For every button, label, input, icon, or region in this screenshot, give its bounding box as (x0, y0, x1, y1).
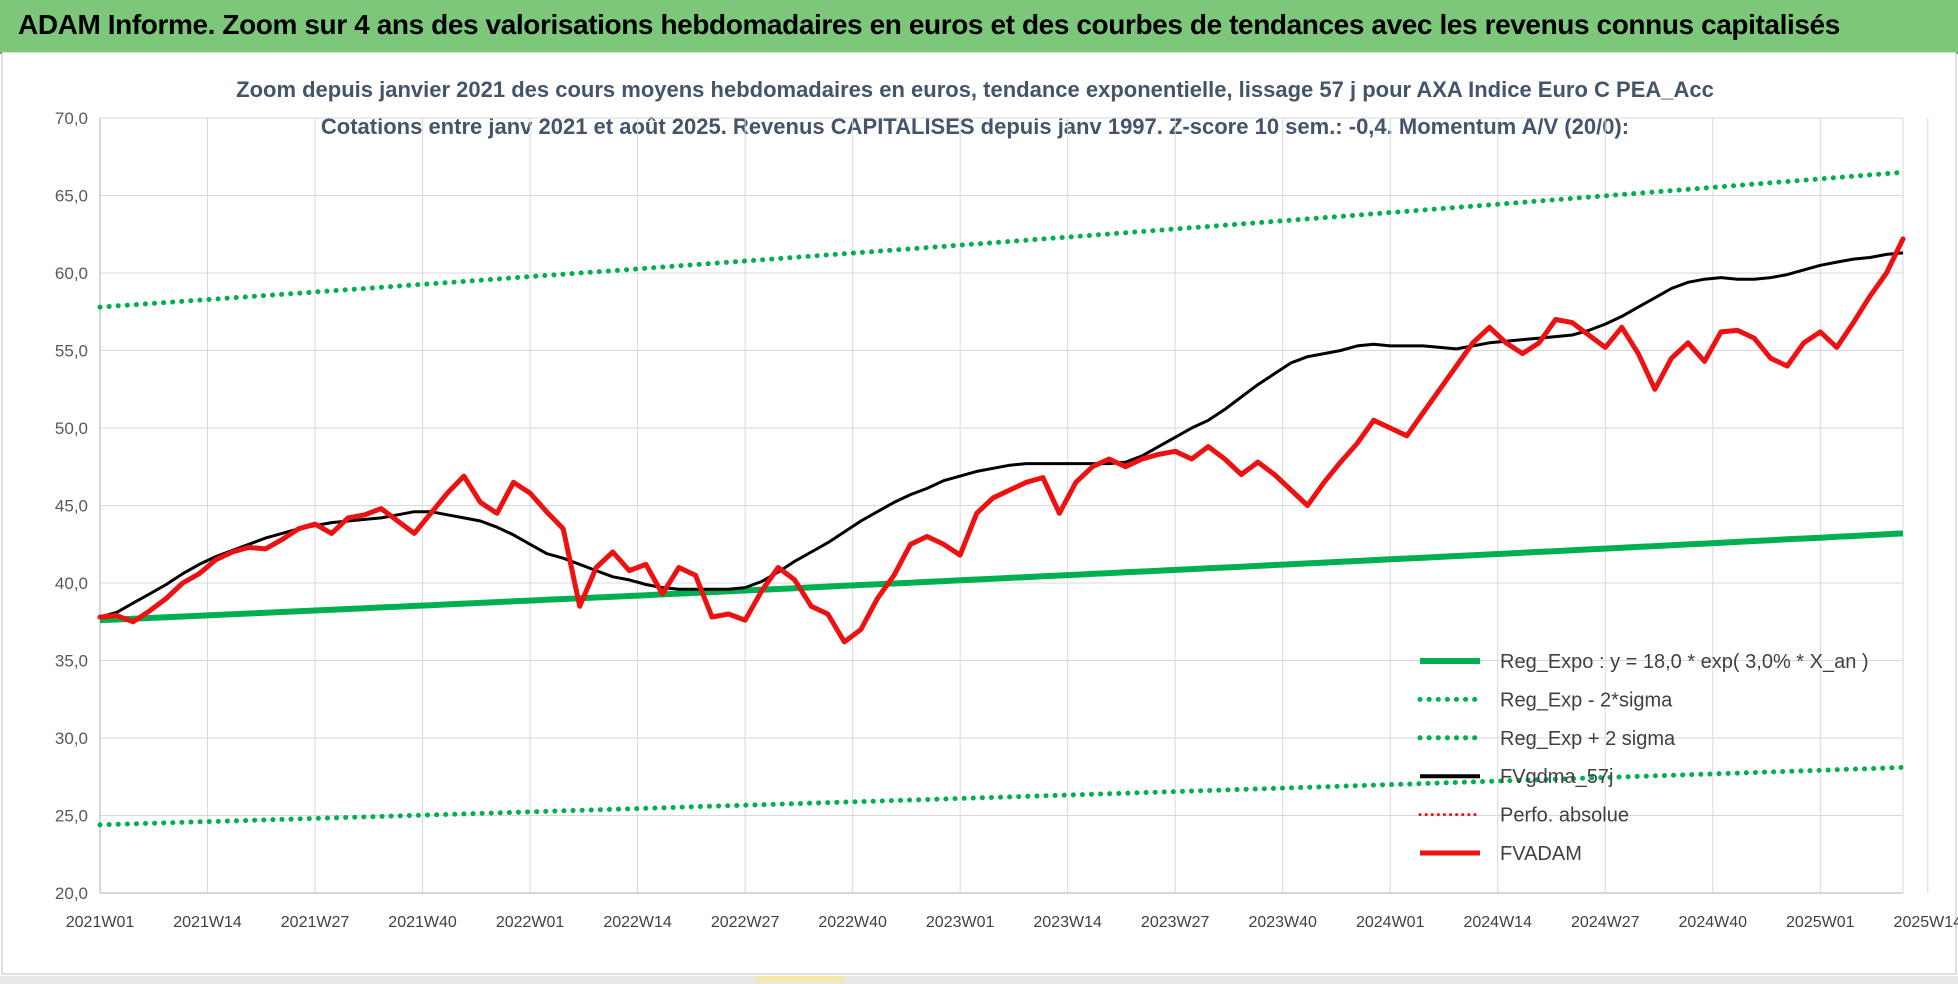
x-tick-label: 2023W14 (1033, 914, 1102, 931)
x-tick-label: 2022W14 (603, 914, 672, 931)
legend-label: Perfo. absolue (1500, 805, 1629, 827)
series-fvgdma-57j (99, 251, 1904, 619)
y-tick-label: 55,0 (55, 342, 88, 361)
series-reg-exp-minus-2sigma (97, 764, 1906, 828)
y-tick-label: 35,0 (55, 652, 88, 671)
x-tick-label: 2025W14 (1894, 914, 1958, 931)
legend-label: Reg_Exp - 2*sigma (1500, 689, 1673, 711)
legend-label: FVADAM (1500, 843, 1582, 865)
axes: 20,0 25,0 30,0 35,0 40,0 45,0 50,0 55,0 60,0 65,0… (55, 109, 1958, 931)
plot-area (97, 169, 1906, 828)
x-tick-label: 2022W40 (818, 914, 887, 931)
series-reg-expo (99, 530, 1904, 624)
y-tick-label: 70,0 (55, 109, 88, 128)
bottom-bar (0, 976, 1958, 984)
x-tick-label: 2021W40 (388, 914, 457, 931)
x-tick-label: 2023W27 (1141, 914, 1210, 931)
line-chart: Zoom depuis janvier 2021 des cours moyen… (1, 52, 1958, 975)
legend: Reg_Expo : y = 18,0 * exp( 3,0% * X_an )… (1417, 651, 1869, 865)
x-tick-label: 2024W27 (1571, 914, 1640, 931)
banner-title: ADAM Informe. Zoom sur 4 ans des valoris… (18, 9, 1840, 40)
y-tick-label: 25,0 (55, 807, 88, 826)
grid (99, 117, 1929, 894)
x-tick-label: 2022W01 (496, 914, 565, 931)
bottom-marker (755, 976, 845, 982)
legend-label: Reg_Exp + 2 sigma (1500, 728, 1676, 750)
x-tick-label: 2024W14 (1463, 914, 1532, 931)
y-tick-label: 30,0 (55, 729, 88, 748)
y-tick-label: 65,0 (55, 187, 88, 206)
y-tick-label: 20,0 (55, 884, 88, 903)
legend-label: Reg_Expo : y = 18,0 * exp( 3,0% * X_an ) (1500, 651, 1869, 673)
report-banner: ADAM Informe. Zoom sur 4 ans des valoris… (0, 0, 1958, 54)
x-tick-label: 2023W01 (926, 914, 995, 931)
chart-title-line1: Zoom depuis janvier 2021 des cours moyen… (236, 77, 1714, 102)
legend-label: FVgdma_57j (1500, 766, 1613, 788)
x-tick-label: 2024W01 (1356, 914, 1425, 931)
y-tick-label: 60,0 (55, 264, 88, 283)
y-tick-label: 40,0 (55, 574, 88, 593)
y-tick-label: 45,0 (55, 497, 88, 516)
x-tick-label: 2022W27 (711, 914, 780, 931)
x-tick-label: 2024W40 (1679, 914, 1748, 931)
x-tick-label: 2021W14 (173, 914, 242, 931)
x-tick-label: 2021W01 (66, 914, 135, 931)
x-tick-label: 2023W40 (1248, 914, 1317, 931)
x-tick-label: 2025W01 (1786, 914, 1855, 931)
series-reg-exp-plus-2sigma (97, 169, 1906, 310)
y-tick-label: 50,0 (55, 419, 88, 438)
series-fvadam (97, 236, 1906, 645)
x-tick-label: 2021W27 (281, 914, 350, 931)
